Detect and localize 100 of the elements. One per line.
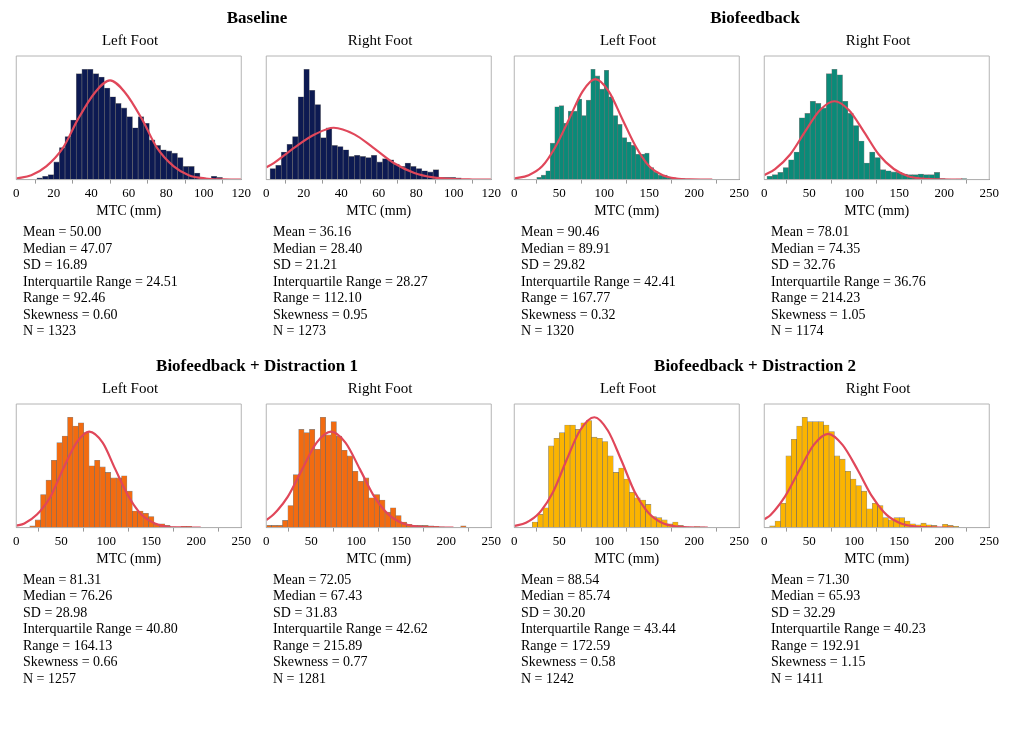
x-tick-label: 50 bbox=[552, 532, 566, 548]
x-tick-label: 20 bbox=[297, 184, 311, 200]
chart-subtitle: Left Foot bbox=[101, 31, 159, 48]
text: N = 1273 bbox=[273, 323, 327, 340]
x-tick-label: 80 bbox=[159, 184, 173, 200]
x-tick-label: 200 bbox=[436, 532, 456, 548]
x-tick-label: 0 bbox=[263, 184, 270, 200]
text: Mean = 36.16 bbox=[273, 224, 353, 241]
chart-title: Biofeedback + Distraction 2 bbox=[654, 355, 856, 375]
x-axis-title: MTC (mm) bbox=[346, 550, 412, 567]
x-tick-label: 40 bbox=[334, 184, 348, 200]
chart-subtitle: Right Foot bbox=[845, 31, 912, 48]
text: Skewness = 0.66 bbox=[23, 654, 119, 671]
x-axis-title: MTC (mm) bbox=[594, 550, 660, 567]
x-tick-label: 150 bbox=[639, 184, 659, 200]
text: Interquartile Range = 42.41 bbox=[521, 273, 677, 290]
text: Median = 89.91 bbox=[521, 240, 612, 257]
x-tick-label: 250 bbox=[979, 184, 999, 200]
text: Skewness = 1.05 bbox=[771, 306, 867, 323]
x-tick-label: 0 bbox=[761, 184, 768, 200]
text: Mean = 88.54 bbox=[521, 571, 601, 588]
text: N = 1174 bbox=[771, 323, 825, 340]
text: Range = 92.46 bbox=[23, 290, 107, 307]
x-tick-label: 0 bbox=[761, 532, 768, 548]
text: Mean = 72.05 bbox=[273, 571, 353, 588]
text: Skewness = 1.15 bbox=[771, 654, 867, 671]
x-tick-label: 250 bbox=[729, 532, 749, 548]
x-tick-label: 0 bbox=[511, 184, 518, 200]
text: Range = 167.77 bbox=[521, 290, 612, 307]
x-tick-label: 150 bbox=[639, 532, 659, 548]
x-axis-title: MTC (mm) bbox=[96, 203, 162, 220]
text: Skewness = 0.32 bbox=[521, 306, 617, 323]
chart-title: Biofeedback bbox=[710, 8, 800, 27]
chart-title: Biofeedback + Distraction 1 bbox=[156, 355, 358, 375]
x-tick-label: 100 bbox=[194, 184, 214, 200]
text: Range = 192.91 bbox=[771, 637, 862, 654]
x-tick-label: 250 bbox=[231, 532, 251, 548]
x-tick-label: 250 bbox=[979, 532, 999, 548]
text: Mean = 71.30 bbox=[771, 571, 851, 588]
chart-subtitle: Left Foot bbox=[599, 31, 657, 48]
x-tick-label: 200 bbox=[684, 532, 704, 548]
x-tick-label: 50 bbox=[802, 532, 816, 548]
text: Range = 214.23 bbox=[771, 290, 862, 307]
text: Median = 65.93 bbox=[771, 588, 862, 605]
text: Interquartile Range = 36.76 bbox=[771, 273, 927, 290]
text: Median = 85.74 bbox=[521, 588, 612, 605]
text: Range = 215.89 bbox=[273, 637, 364, 654]
x-tick-label: 80 bbox=[409, 184, 423, 200]
x-tick-label: 200 bbox=[186, 532, 206, 548]
x-tick-label: 100 bbox=[346, 532, 366, 548]
x-tick-label: 150 bbox=[141, 532, 161, 548]
text: N = 1411 bbox=[771, 670, 825, 687]
x-tick-label: 50 bbox=[802, 184, 816, 200]
text: Interquartile Range = 42.62 bbox=[273, 621, 429, 638]
text: N = 1257 bbox=[23, 670, 77, 687]
x-axis-title: MTC (mm) bbox=[844, 550, 910, 567]
text: Mean = 50.00 bbox=[23, 224, 103, 241]
chart-subtitle: Left Foot bbox=[599, 379, 657, 396]
text: Interquartile Range = 43.44 bbox=[521, 621, 677, 638]
text: Interquartile Range = 40.80 bbox=[23, 621, 179, 638]
text: N = 1281 bbox=[273, 670, 327, 687]
text: SD = 21.21 bbox=[273, 257, 339, 274]
text: Range = 164.13 bbox=[23, 637, 114, 654]
x-tick-label: 0 bbox=[13, 184, 20, 200]
x-tick-label: 200 bbox=[934, 532, 954, 548]
x-tick-label: 60 bbox=[122, 184, 136, 200]
text: Median = 47.07 bbox=[23, 240, 114, 257]
text: SD = 30.20 bbox=[521, 604, 587, 621]
text: Median = 76.26 bbox=[23, 588, 114, 605]
text: SD = 29.82 bbox=[521, 257, 587, 274]
x-tick-label: 200 bbox=[934, 184, 954, 200]
x-tick-label: 200 bbox=[684, 184, 704, 200]
text: SD = 32.29 bbox=[771, 604, 837, 621]
x-axis-title: MTC (mm) bbox=[844, 203, 910, 220]
x-tick-label: 50 bbox=[552, 184, 566, 200]
chart-subtitle: Right Foot bbox=[347, 31, 414, 48]
chart-title: Baseline bbox=[226, 8, 288, 27]
text: SD = 31.83 bbox=[273, 604, 339, 621]
text: Skewness = 0.60 bbox=[23, 306, 119, 323]
x-axis-title: MTC (mm) bbox=[346, 203, 412, 220]
text: SD = 28.98 bbox=[23, 604, 89, 621]
x-tick-label: 50 bbox=[304, 532, 318, 548]
x-axis-title: MTC (mm) bbox=[594, 203, 660, 220]
text: Interquartile Range = 24.51 bbox=[23, 273, 179, 290]
x-tick-label: 0 bbox=[511, 532, 518, 548]
text: Median = 67.43 bbox=[273, 588, 364, 605]
x-tick-label: 100 bbox=[594, 532, 614, 548]
text: SD = 32.76 bbox=[771, 257, 837, 274]
text: N = 1323 bbox=[23, 323, 77, 340]
x-tick-label: 120 bbox=[481, 184, 501, 200]
x-tick-label: 40 bbox=[84, 184, 98, 200]
text: Mean = 81.31 bbox=[23, 571, 103, 588]
x-tick-label: 60 bbox=[372, 184, 386, 200]
x-axis-title: MTC (mm) bbox=[96, 550, 162, 567]
text: Range = 112.10 bbox=[273, 290, 363, 307]
x-tick-label: 120 bbox=[231, 184, 251, 200]
chart-subtitle: Left Foot bbox=[101, 379, 159, 396]
x-tick-label: 50 bbox=[54, 532, 68, 548]
x-tick-label: 150 bbox=[889, 184, 909, 200]
x-tick-label: 250 bbox=[481, 532, 501, 548]
